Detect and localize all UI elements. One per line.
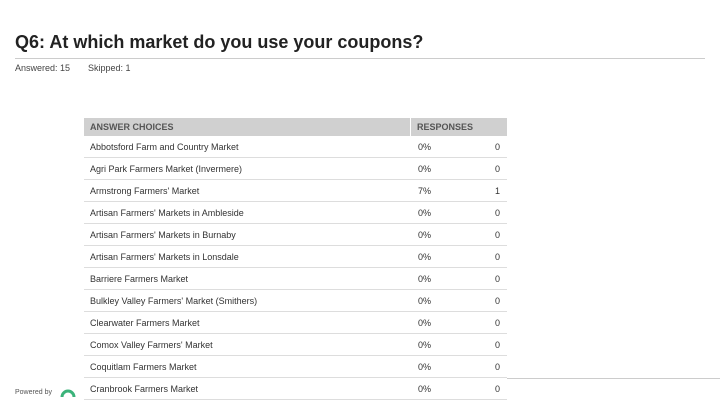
answer-choice: Armstrong Farmers' Market [90,186,200,196]
response-percent: 0% [418,164,432,174]
table-row: Artisan Farmers' Markets in Ambleside 0% 0 [84,202,507,224]
response-percent: 0% [418,252,432,262]
response-percent: 0% [418,208,432,218]
response-count: 0 [494,274,500,284]
answer-choice: Cranbrook Farmers Market [90,384,199,394]
table-row: Artisan Farmers' Markets in Lonsdale 0% 0 [84,246,507,268]
table-row: Agri Park Farmers Market (Invermere) 0% 0 [84,158,507,180]
response-percent: 0% [418,230,432,240]
answer-choice: Artisan Farmers' Markets in Lonsdale [90,252,239,262]
footer-divider [507,378,720,379]
response-count: 1 [494,186,500,196]
question-title: Q6: At which market do you use your coup… [15,32,424,52]
answer-choice: Agri Park Farmers Market (Invermere) [90,164,243,174]
response-percent: 0% [418,384,432,394]
response-percent: 0% [418,318,432,328]
table-row: Artisan Farmers' Markets in Burnaby 0% 0 [84,224,507,246]
response-count: 0 [494,296,500,306]
response-percent: 7% [418,186,432,196]
table-row: Barriere Farmers Market 0% 0 [84,268,507,290]
response-count: 0 [494,384,500,394]
answer-choice: Coquitlam Farmers Market [90,362,197,372]
response-percent: 0% [418,340,432,350]
table-row: Coquitlam Farmers Market 0% 0 [84,356,507,378]
response-percent: 0% [418,142,432,152]
skipped-count: Skipped: 1 [88,63,131,73]
response-count: 0 [494,340,500,350]
column-header: ANSWER CHOICES [84,118,410,136]
answer-choice: Bulkley Valley Farmers' Market (Smithers… [90,296,258,306]
response-count: 0 [494,230,500,240]
logo [60,389,76,398]
table-row: Comox Valley Farmers' Market 0% 0 [84,334,507,356]
table-row: Clearwater Farmers Market 0% 0 [84,312,507,334]
table-row: Cranbrook Farmers Market 0% 0 [84,378,507,400]
response-count: 0 [494,142,500,152]
column-header: RESPONSES [411,118,507,136]
answered-count: Answered: 15 [15,63,71,73]
response-percent: 0% [418,362,432,372]
table-row: Bulkley Valley Farmers' Market (Smithers… [84,290,507,312]
answer-choice: Artisan Farmers' Markets in Burnaby [90,230,236,240]
response-percent: 0% [418,274,432,284]
answer-choice: Abbotsford Farm and Country Market [90,142,239,152]
answer-choice: Barriere Farmers Market [90,274,189,284]
response-count: 0 [494,252,500,262]
divider [15,58,705,59]
response-count: 0 [494,208,500,218]
response-percent: 0% [418,296,432,306]
table-row: Abbotsford Farm and Country Market 0% 0 [84,136,507,158]
answer-choice: Comox Valley Farmers' Market [90,340,213,350]
answer-choice: Artisan Farmers' Markets in Ambleside [90,208,244,218]
powered-by: Powered by [15,389,52,396]
response-count: 0 [494,164,500,174]
answer-choice: Clearwater Farmers Market [90,318,200,328]
table-row: Armstrong Farmers' Market 7% 1 [84,180,507,202]
response-count: 0 [494,362,500,372]
response-count: 0 [494,318,500,328]
